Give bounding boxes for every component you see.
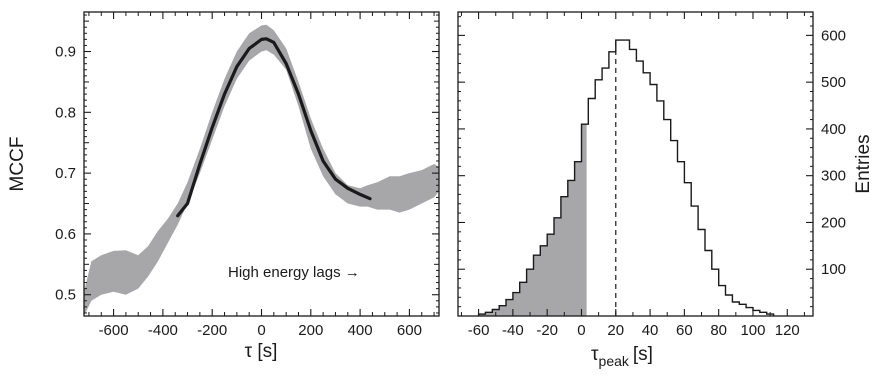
x-tick-label: -600 — [99, 322, 129, 339]
x-tick-label: 400 — [348, 322, 373, 339]
x-tick-label: -200 — [197, 322, 227, 339]
x-tick-label: 100 — [740, 322, 765, 339]
histogram-bin — [609, 52, 616, 316]
x-title-unit: [s] — [633, 344, 653, 365]
histogram-bin — [664, 120, 671, 316]
histogram-bin — [602, 68, 609, 316]
y-tick-label: 0.7 — [55, 165, 76, 182]
y-tick-label: 0.9 — [55, 44, 76, 61]
histogram-bin — [650, 85, 657, 317]
right-panel: -60 -40 -20 0 20 40 60 80 100 120 100 200 300 400 500 6… — [457, 11, 874, 369]
left-y-axis-title: MCCF — [7, 137, 28, 192]
y-tick-label: 0.8 — [55, 104, 76, 121]
histogram-bin — [678, 162, 685, 316]
x-tick-label: -20 — [536, 322, 558, 339]
histogram-bin — [588, 99, 595, 317]
histogram-bin — [623, 40, 630, 316]
y-tick-label: 500 — [821, 74, 846, 91]
x-tick-label: -40 — [502, 322, 524, 339]
y-tick-label: 300 — [821, 168, 846, 185]
y-tick-label: 100 — [821, 261, 846, 278]
x-tick-label: 600 — [397, 322, 422, 339]
x-tick-label: 0 — [257, 322, 265, 339]
x-tick-label: 60 — [676, 322, 693, 339]
y-tick-label: 0.5 — [55, 287, 76, 304]
histogram-bin — [630, 49, 637, 316]
x-title-subscript: peak — [599, 353, 630, 369]
x-title-main: τ — [591, 344, 599, 365]
lag-annotation: High energy lags → — [228, 264, 360, 281]
histogram-bin — [719, 286, 726, 316]
x-tick-label: 80 — [710, 322, 727, 339]
histogram-bin — [746, 308, 753, 316]
histogram-bin — [671, 141, 678, 316]
right-y-axis-title: Entries — [853, 134, 874, 193]
y-tick-label: 0.6 — [55, 226, 76, 243]
histogram-bin — [726, 295, 733, 316]
right-x-axis-title: τpeak [s] — [591, 344, 653, 369]
x-tick-label: 40 — [642, 322, 659, 339]
shaded-negative-region — [478, 124, 587, 316]
right-plot-area — [477, 39, 775, 317]
histogram-bin — [595, 80, 602, 316]
x-tick-label: -60 — [468, 322, 490, 339]
x-tick-label: -400 — [148, 322, 178, 339]
right-ticks: -60 -40 -20 0 20 40 60 80 100 120 100 200 300 400 500 6… — [458, 12, 846, 339]
histogram-bin — [616, 40, 623, 316]
x-tick-label: 120 — [775, 322, 800, 339]
y-tick-label: 600 — [821, 27, 846, 44]
left-plot-area — [84, 24, 439, 317]
histogram-bin — [712, 269, 719, 316]
histogram-bin — [698, 230, 705, 317]
histogram-bin — [657, 101, 664, 316]
x-tick-label: 0 — [577, 322, 585, 339]
y-tick-label: 400 — [821, 121, 846, 138]
histogram-bin — [684, 183, 691, 316]
mccf-fit-line — [176, 37, 372, 218]
histogram-bin — [643, 73, 650, 316]
left-x-axis-title: τ [s] — [245, 341, 278, 362]
x-tick-label: 200 — [298, 322, 323, 339]
x-tick-label: 20 — [607, 322, 624, 339]
y-tick-label: 200 — [821, 214, 846, 231]
histogram-bin — [739, 304, 746, 316]
right-plot-frame — [457, 11, 814, 317]
confidence-band — [84, 24, 439, 317]
left-panel: -600 -400 -200 0 200 400 600 0.5 0.6 0.7 0.8 0.9 τ … — [7, 11, 440, 362]
histogram-bin — [705, 251, 712, 317]
left-ticks: -600 -400 -200 0 200 400 600 0.5 0.6 0.7 0.8 0.9 — [55, 12, 439, 339]
histogram-bin — [691, 206, 698, 316]
histogram-bin — [636, 61, 643, 316]
histogram-outline — [477, 39, 775, 316]
histogram-bin — [753, 310, 760, 316]
